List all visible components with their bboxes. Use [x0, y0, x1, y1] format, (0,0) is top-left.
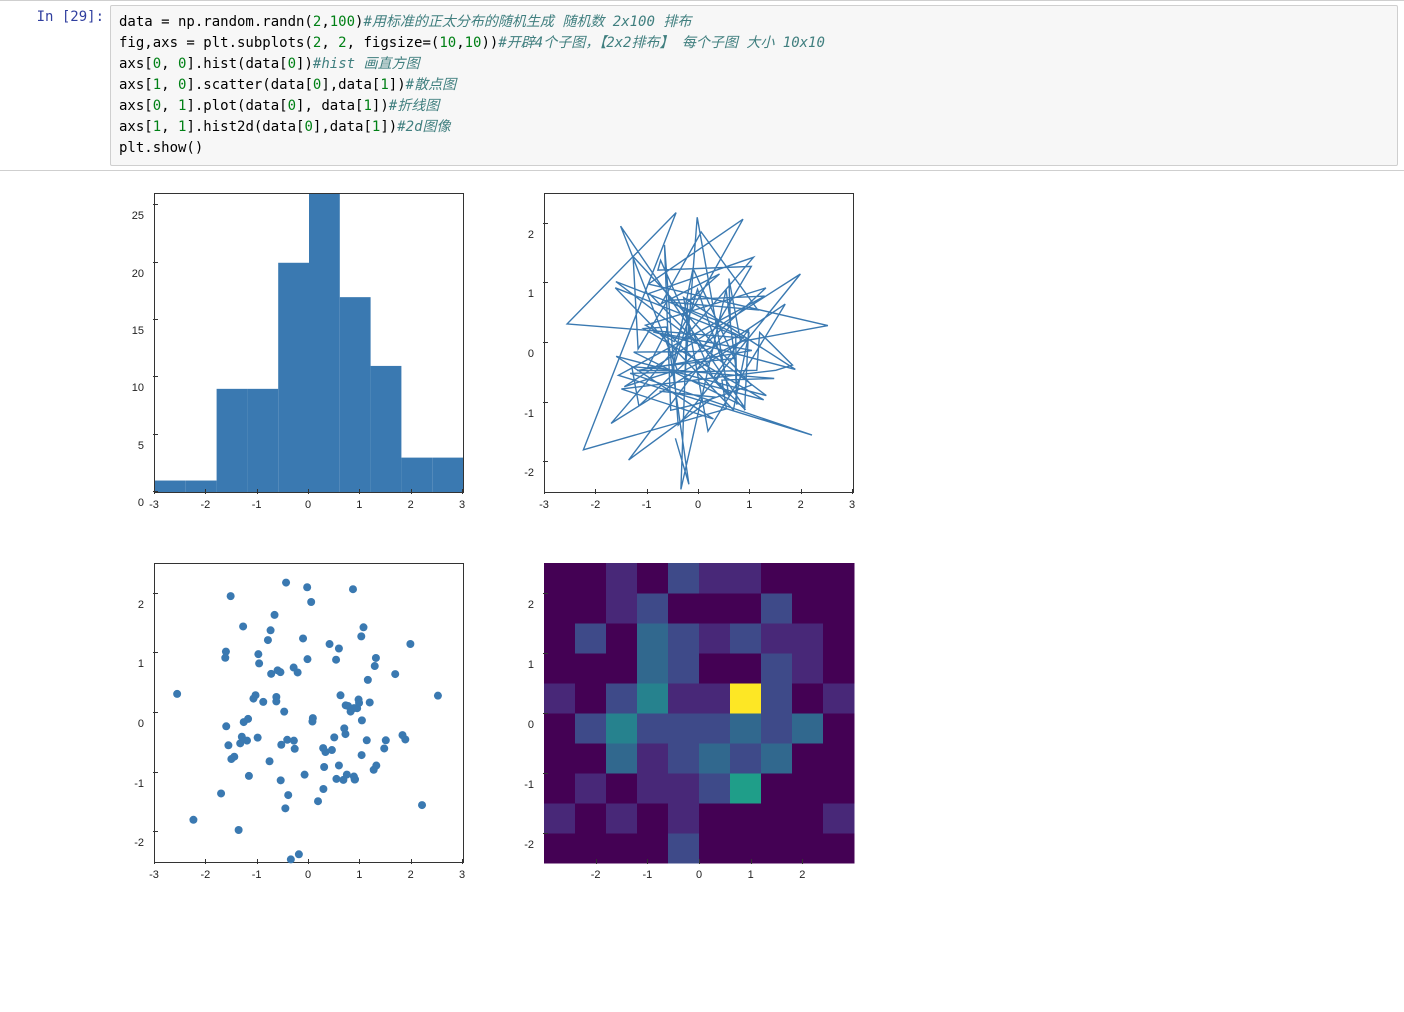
subplot-scatter: -3-2-10123-2-1012 [110, 555, 470, 895]
code-cell: In [29]: data = np.random.randn(2,100)#用… [0, 0, 1404, 171]
scatter-chart [155, 564, 463, 862]
code-text: data = np.random.randn(2,100)#用标准的正太分布的随… [119, 12, 1389, 159]
histogram-chart [155, 194, 463, 492]
subplot-hist2d: -2-1012-2-1012 [500, 555, 860, 895]
code-input-area[interactable]: data = np.random.randn(2,100)#用标准的正太分布的随… [110, 5, 1398, 166]
line-chart [545, 194, 853, 492]
heatmap-chart [544, 563, 854, 863]
cell-output: -3-2-101230510152025 -3-2-10123-2-1012 -… [0, 171, 1404, 909]
subplot-grid: -3-2-101230510152025 -3-2-10123-2-1012 -… [110, 185, 1390, 895]
subplot-line: -3-2-10123-2-1012 [500, 185, 860, 525]
subplot-hist: -3-2-101230510152025 [110, 185, 470, 525]
input-prompt: In [29]: [0, 1, 110, 170]
